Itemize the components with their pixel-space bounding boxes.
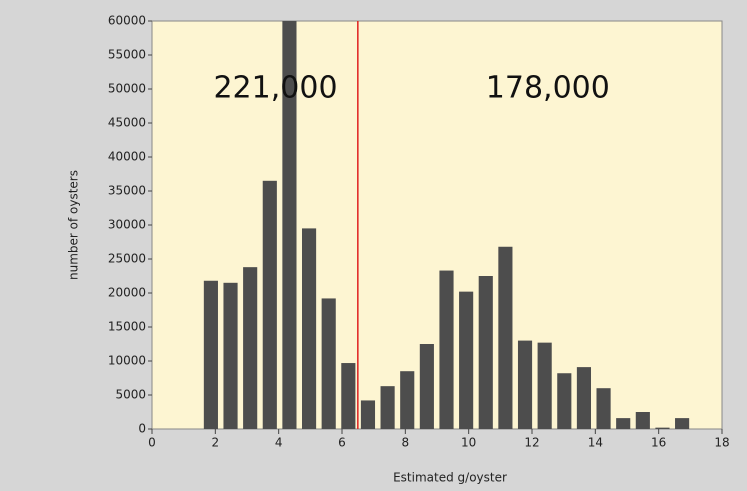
y-tick-label: 20000: [108, 286, 146, 300]
x-tick-label: 16: [651, 436, 666, 450]
y-tick-label: 40000: [108, 150, 146, 164]
bar: [223, 282, 238, 429]
bar: [301, 228, 317, 429]
y-tick-label: 5000: [115, 388, 146, 402]
x-tick-label: 6: [338, 436, 346, 450]
y-tick-label: 10000: [108, 354, 146, 368]
x-tick-label: 0: [148, 436, 156, 450]
y-tick-label: 50000: [108, 82, 146, 96]
y-tick-label: 45000: [108, 116, 146, 130]
bar: [321, 298, 336, 429]
x-tick-label: 4: [275, 436, 283, 450]
bar: [576, 367, 592, 429]
bar: [262, 180, 277, 429]
annotation: 221,000: [213, 71, 337, 106]
y-tick-label: 0: [138, 422, 146, 436]
bar: [419, 344, 434, 429]
bar: [498, 246, 513, 429]
bar: [557, 373, 572, 429]
x-axis-label: Estimated g/oyster: [393, 471, 507, 485]
bar: [655, 427, 670, 429]
bar: [360, 400, 376, 429]
bar: [341, 363, 356, 429]
bar: [203, 280, 218, 429]
y-axis-label: number of oysters: [67, 170, 81, 280]
bar: [439, 270, 454, 429]
x-tick-label: 12: [524, 436, 539, 450]
bar: [243, 267, 258, 429]
bar: [478, 276, 493, 429]
x-tick-label: 14: [588, 436, 603, 450]
bar: [282, 21, 297, 429]
bar: [517, 340, 533, 429]
x-tick-label: 10: [461, 436, 476, 450]
bar: [537, 342, 552, 429]
annotation: 178,000: [486, 71, 610, 106]
y-tick-label: 60000: [108, 14, 146, 28]
y-tick-label: 15000: [108, 320, 146, 334]
bar: [380, 386, 395, 429]
bar: [596, 388, 611, 429]
y-tick-label: 55000: [108, 48, 146, 62]
bar: [675, 418, 690, 429]
y-tick-label: 35000: [108, 184, 146, 198]
x-tick-label: 18: [714, 436, 729, 450]
y-tick-label: 25000: [108, 252, 146, 266]
bar: [616, 418, 631, 429]
x-tick-label: 2: [212, 436, 220, 450]
bar: [400, 371, 415, 429]
y-tick-label: 30000: [108, 218, 146, 232]
bar: [635, 412, 650, 429]
bar: [459, 291, 474, 429]
x-tick-label: 8: [402, 436, 410, 450]
